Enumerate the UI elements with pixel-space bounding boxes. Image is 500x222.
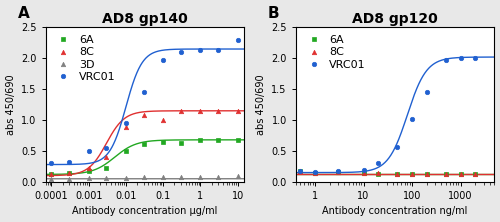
X-axis label: Antibody concentration ng/ml: Antibody concentration ng/ml: [322, 206, 468, 216]
Text: A: A: [18, 6, 30, 21]
VRC01: [66, 161, 72, 163]
3D: [215, 176, 221, 178]
Line: 6A: 6A: [298, 169, 478, 177]
6A: [360, 172, 366, 174]
Line: VRC01: VRC01: [298, 56, 478, 174]
VRC01: [234, 38, 240, 41]
6A: [215, 139, 221, 141]
Y-axis label: abs 450/690: abs 450/690: [256, 74, 266, 135]
VRC01: [458, 56, 464, 59]
6A: [298, 170, 304, 173]
Title: AD8 gp120: AD8 gp120: [352, 12, 438, 26]
6A: [458, 173, 464, 176]
VRC01: [335, 169, 341, 172]
VRC01: [160, 59, 166, 61]
VRC01: [215, 48, 221, 51]
8C: [66, 171, 72, 174]
8C: [86, 167, 91, 170]
3D: [123, 176, 129, 179]
VRC01: [375, 162, 381, 165]
3D: [66, 177, 72, 180]
VRC01: [140, 91, 146, 94]
8C: [215, 109, 221, 112]
VRC01: [298, 170, 304, 173]
6A: [178, 142, 184, 144]
Line: 8C: 8C: [49, 109, 240, 177]
VRC01: [424, 90, 430, 93]
X-axis label: Antibody concentration μg/ml: Antibody concentration μg/ml: [72, 206, 218, 216]
VRC01: [178, 51, 184, 54]
VRC01: [443, 59, 449, 61]
Y-axis label: abs 450/690: abs 450/690: [6, 74, 16, 135]
6A: [160, 140, 166, 143]
VRC01: [104, 147, 110, 150]
6A: [424, 172, 430, 175]
3D: [48, 177, 54, 180]
VRC01: [360, 168, 366, 171]
6A: [198, 139, 203, 142]
8C: [140, 114, 146, 117]
3D: [178, 176, 184, 178]
3D: [140, 176, 146, 178]
8C: [409, 172, 415, 175]
3D: [104, 176, 110, 179]
8C: [335, 171, 341, 173]
6A: [234, 139, 240, 142]
Line: VRC01: VRC01: [49, 38, 240, 166]
8C: [394, 172, 400, 175]
3D: [160, 176, 166, 178]
6A: [443, 172, 449, 175]
6A: [394, 172, 400, 175]
VRC01: [123, 122, 129, 125]
6A: [312, 171, 318, 174]
6A: [409, 172, 415, 175]
6A: [66, 171, 72, 174]
8C: [360, 172, 366, 174]
6A: [86, 169, 91, 172]
3D: [198, 176, 203, 178]
8C: [123, 126, 129, 129]
VRC01: [86, 150, 91, 152]
8C: [458, 172, 464, 175]
VRC01: [394, 146, 400, 149]
VRC01: [48, 162, 54, 165]
6A: [104, 167, 110, 170]
Line: 8C: 8C: [298, 169, 478, 176]
Line: 6A: 6A: [49, 138, 240, 176]
Legend: 6A, 8C, VRC01: 6A, 8C, VRC01: [302, 33, 368, 72]
VRC01: [472, 56, 478, 59]
6A: [375, 172, 381, 175]
3D: [234, 174, 240, 177]
Title: AD8 gp140: AD8 gp140: [102, 12, 188, 26]
8C: [443, 172, 449, 175]
8C: [312, 171, 318, 174]
8C: [160, 119, 166, 121]
8C: [178, 109, 184, 112]
6A: [123, 150, 129, 152]
Text: B: B: [268, 6, 280, 21]
3D: [86, 177, 91, 179]
8C: [198, 109, 203, 112]
VRC01: [198, 48, 203, 51]
Legend: 6A, 8C, 3D, VRC01: 6A, 8C, 3D, VRC01: [51, 33, 118, 84]
6A: [472, 172, 478, 175]
8C: [424, 172, 430, 175]
8C: [472, 172, 478, 175]
VRC01: [312, 171, 318, 173]
8C: [234, 109, 240, 112]
VRC01: [409, 118, 415, 121]
6A: [140, 142, 146, 145]
8C: [104, 156, 110, 159]
8C: [298, 170, 304, 173]
6A: [335, 171, 341, 173]
8C: [48, 173, 54, 176]
6A: [48, 172, 54, 175]
Line: 3D: 3D: [49, 173, 240, 181]
8C: [375, 172, 381, 174]
